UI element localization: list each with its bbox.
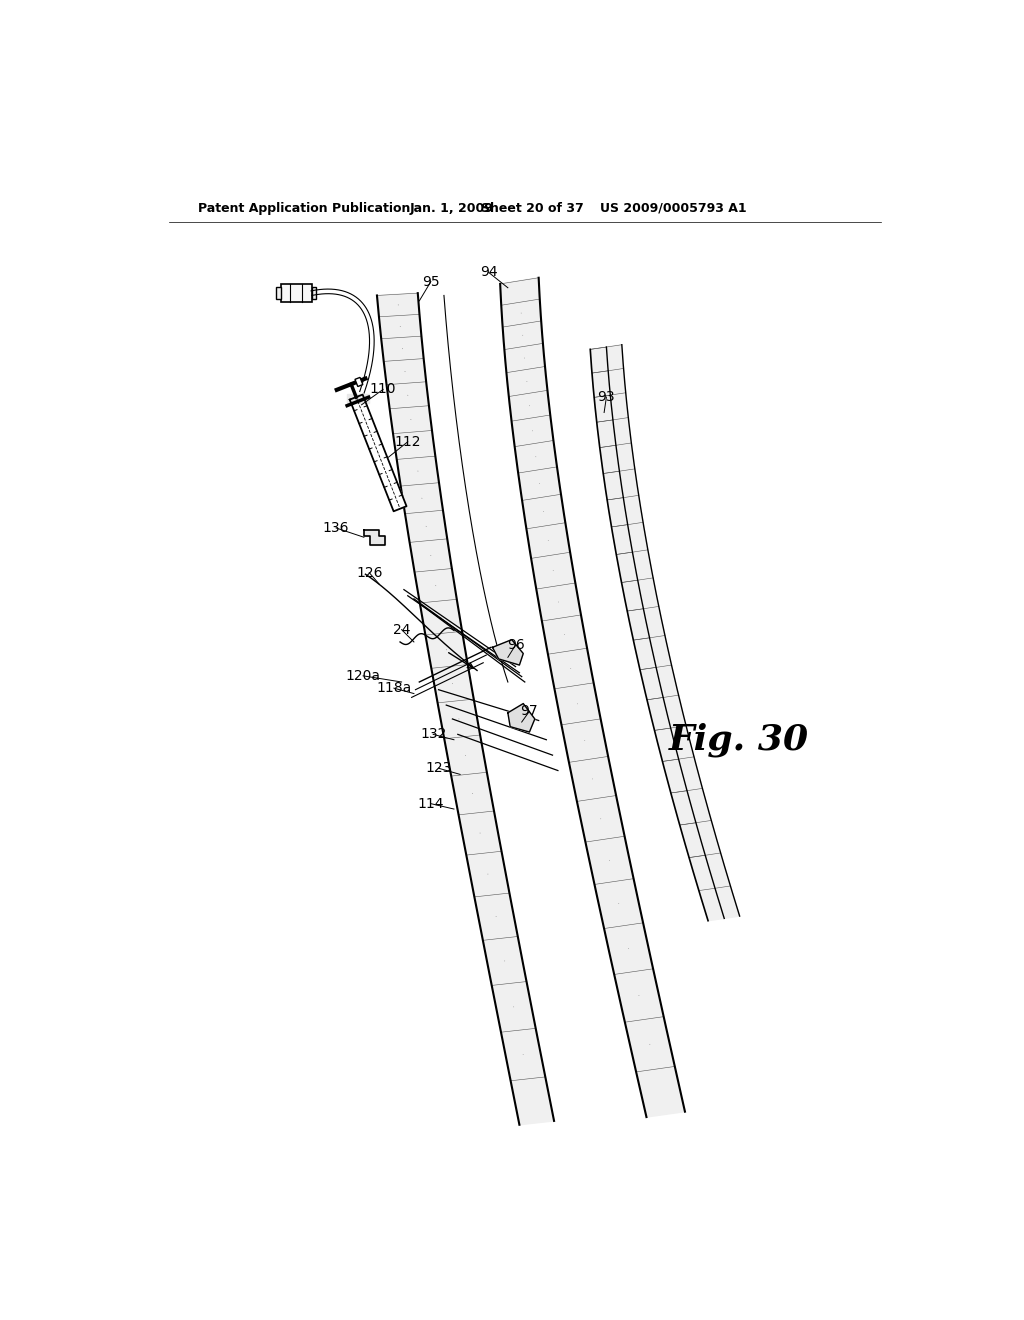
FancyBboxPatch shape <box>281 284 311 302</box>
Text: 93: 93 <box>598 391 615 404</box>
Polygon shape <box>493 640 523 665</box>
Bar <box>276 286 281 300</box>
Text: Fig. 30: Fig. 30 <box>669 722 809 756</box>
Text: 126: 126 <box>356 566 383 579</box>
Text: US 2009/0005793 A1: US 2009/0005793 A1 <box>600 202 746 215</box>
Text: 120a: 120a <box>346 669 381 682</box>
Text: 97: 97 <box>520 705 539 718</box>
Text: 94: 94 <box>480 265 498 280</box>
Polygon shape <box>606 345 739 919</box>
Polygon shape <box>347 395 369 403</box>
Text: 114: 114 <box>418 797 444 810</box>
Text: 132: 132 <box>420 727 446 742</box>
Polygon shape <box>508 704 535 733</box>
Polygon shape <box>590 347 724 921</box>
Text: Patent Application Publication: Patent Application Publication <box>199 202 411 215</box>
Text: Jan. 1, 2009: Jan. 1, 2009 <box>410 202 494 215</box>
Text: 110: 110 <box>370 383 396 396</box>
Polygon shape <box>500 277 685 1117</box>
Text: 96: 96 <box>507 638 524 652</box>
Text: 24: 24 <box>393 623 411 636</box>
Bar <box>311 286 316 300</box>
Text: 118a: 118a <box>376 681 412 696</box>
Polygon shape <box>350 395 407 511</box>
Text: 123: 123 <box>425 762 452 775</box>
Text: 136: 136 <box>323 521 349 535</box>
Text: Sheet 20 of 37: Sheet 20 of 37 <box>481 202 584 215</box>
Polygon shape <box>364 529 385 545</box>
Bar <box>355 378 362 387</box>
Polygon shape <box>377 293 554 1125</box>
Text: 95: 95 <box>422 275 439 289</box>
Text: 112: 112 <box>394 434 421 449</box>
